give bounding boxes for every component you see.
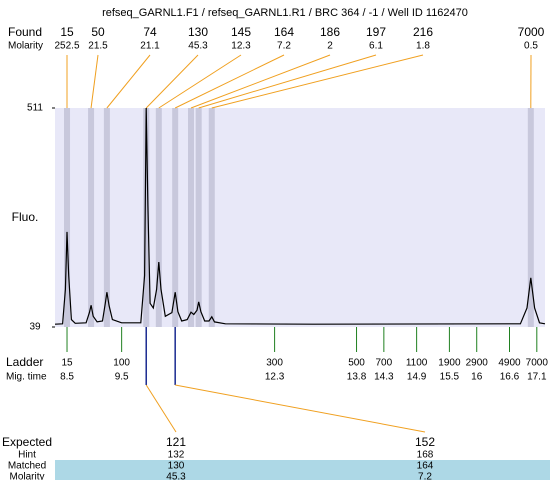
found-molarity: 21.1: [140, 41, 160, 52]
hint-label: Hint: [18, 450, 36, 461]
ladder-time: 16: [471, 372, 483, 383]
peak-stripe: [155, 108, 162, 327]
ladder-label: Ladder: [6, 355, 43, 369]
ladder-size: 500: [348, 358, 365, 369]
ladder-time: 14.3: [374, 372, 394, 383]
peak-connector: [158, 54, 242, 109]
ladder-size: 1900: [438, 358, 461, 369]
y-tick-label: 39: [29, 322, 41, 333]
matched-size: 164: [417, 461, 434, 472]
peak-connector: [198, 54, 377, 109]
found-size: 50: [91, 25, 105, 39]
found-molarity: 7.2: [277, 41, 291, 52]
ladder-size: 7000: [526, 358, 549, 369]
ladder-time: 16.6: [500, 372, 520, 383]
found-size: 197: [366, 25, 386, 39]
matched-band: [55, 460, 550, 480]
found-size: 74: [143, 25, 157, 39]
found-size: 164: [274, 25, 294, 39]
peak-stripe: [64, 108, 71, 327]
matched-molarity: 7.2: [418, 472, 432, 480]
found-molarity: 1.8: [416, 41, 430, 52]
peak-stripe: [103, 108, 110, 327]
found-molarity: 21.5: [88, 41, 108, 52]
ladder-time: 13.8: [347, 372, 367, 383]
ladder-size: 700: [376, 358, 393, 369]
found-size: 15: [60, 25, 74, 39]
found-size: 216: [413, 25, 433, 39]
peak-connector: [211, 54, 424, 109]
match-connector: [175, 384, 426, 433]
peak-stripe: [195, 108, 202, 327]
peak-connector: [106, 54, 151, 109]
found-molarity: 6.1: [369, 41, 383, 52]
expected-label: Expected: [2, 435, 52, 449]
ladder-time: 17.1: [527, 372, 547, 383]
found-size: 145: [231, 25, 251, 39]
found-molarity: 2: [327, 41, 333, 52]
found-size: 7000: [518, 25, 545, 39]
title: refseq_GARNL1.F1 / refseq_GARNL1.R1 / BR…: [102, 7, 468, 19]
molarity-label: Molarity: [8, 41, 43, 52]
expected-size: 152: [415, 435, 435, 449]
plot-area: [55, 108, 545, 327]
found-molarity: 252.5: [54, 41, 79, 52]
match-connector: [145, 384, 177, 433]
peak-stripe: [208, 108, 215, 327]
hint-size: 132: [168, 450, 185, 461]
ladder-time: 14.9: [407, 372, 427, 383]
matched-label: Matched: [8, 461, 46, 472]
hint-size: 168: [417, 450, 434, 461]
found-molarity: 12.3: [231, 41, 251, 52]
matched-size: 130: [168, 461, 185, 472]
ladder-time: 8.5: [60, 372, 74, 383]
matched-molarity: 45.3: [166, 472, 186, 480]
trace: [54, 107, 546, 325]
ladder-size: 100: [113, 358, 130, 369]
ladder-time: 12.3: [265, 372, 285, 383]
expected-size: 121: [166, 435, 186, 449]
ladder-time: 15.5: [440, 372, 460, 383]
ladder-size: 300: [266, 358, 283, 369]
peak-stripe: [527, 108, 534, 327]
expected-molarity-label: Molarity: [9, 472, 44, 480]
ladder-size: 2900: [466, 358, 489, 369]
ladder-size: 4900: [498, 358, 521, 369]
peak-connector: [145, 54, 199, 109]
peak-connector: [90, 54, 99, 109]
found-label: Found: [8, 25, 42, 39]
ladder-size: 15: [61, 358, 73, 369]
y-tick-label: 511: [27, 103, 43, 114]
peak-connector: [190, 54, 331, 109]
peak-connector: [174, 54, 285, 109]
found-molarity: 0.5: [524, 41, 538, 52]
ladder-size: 1100: [406, 358, 428, 369]
ladder-time: 9.5: [115, 372, 129, 383]
y-axis-label: Fluo.: [12, 210, 39, 224]
found-size: 130: [188, 25, 208, 39]
peak-stripe: [88, 108, 95, 327]
peak-stripe: [172, 108, 179, 327]
peak-stripe: [188, 108, 195, 327]
found-size: 186: [320, 25, 340, 39]
found-molarity: 45.3: [188, 41, 208, 52]
mig-time-label: Mig. time: [6, 372, 47, 383]
peak-stripe: [143, 108, 150, 327]
